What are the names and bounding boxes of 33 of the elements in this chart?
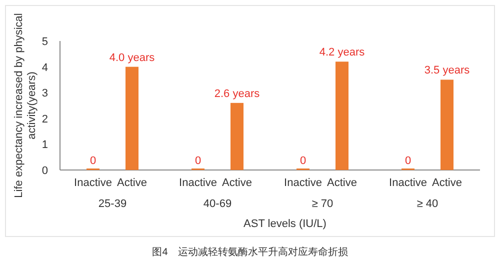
- x-tick-label: 25-39: [98, 198, 127, 210]
- text: Inactive: [179, 177, 217, 189]
- text: Active: [432, 177, 462, 189]
- data-label: 4.2 years: [319, 46, 366, 59]
- bar: [230, 102, 244, 170]
- y-tick-label: 0: [42, 165, 48, 177]
- series-label: Inactive: [74, 177, 112, 189]
- data-label: 4.0 years: [109, 52, 156, 64]
- data-label: 0: [300, 155, 306, 167]
- series-label: Active: [117, 177, 147, 189]
- x-tick-label: ≥ 40: [416, 198, 438, 210]
- x-axis-title: AST levels (IU/L): [244, 218, 326, 230]
- x-tick-label: 40-69: [203, 198, 232, 210]
- data-label: 0: [90, 155, 96, 167]
- text: Active: [327, 177, 357, 189]
- y-axis-title: Life expectancy increased by physical activity(years): [13, 13, 38, 198]
- data-label: 2.6 years: [214, 88, 260, 100]
- caption: 图4 运动减轻转氨酶水平升高对应寿命折损: [152, 246, 348, 258]
- bar: [336, 62, 348, 170]
- y-tick-label: 1: [42, 139, 48, 152]
- x-tick-label: ≥ 70: [312, 198, 334, 210]
- data-label: 0: [194, 155, 202, 167]
- text: Inactive: [389, 177, 427, 189]
- text: Active: [222, 177, 252, 189]
- bar: [440, 80, 454, 170]
- data-label: 0: [404, 155, 412, 167]
- y-tick-label: 3: [42, 88, 48, 100]
- text: Inactive: [284, 177, 322, 189]
- y-tick-label: 4: [42, 62, 48, 74]
- bar: [126, 66, 138, 170]
- y-tick-label: 5: [42, 36, 48, 48]
- y-tick-label: 2: [42, 113, 48, 126]
- data-label: 3.5 years: [424, 64, 470, 77]
